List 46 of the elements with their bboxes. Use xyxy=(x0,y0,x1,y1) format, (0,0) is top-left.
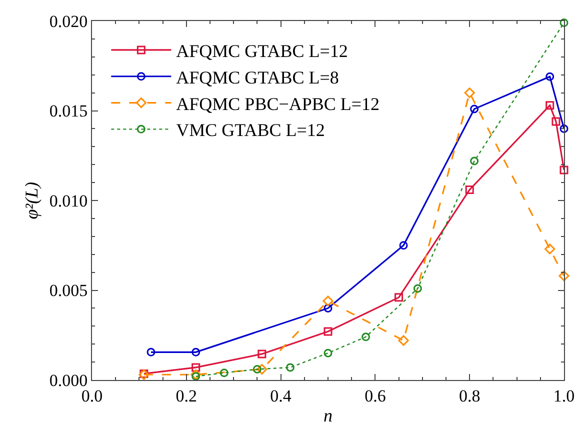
point xyxy=(324,327,332,336)
y-tick-label: 0.015 xyxy=(49,102,88,121)
x-tick-label: 0.8 xyxy=(458,386,480,406)
point xyxy=(220,368,228,378)
legend-label: AFQMC PBC−APBC L=12 xyxy=(176,94,380,114)
point xyxy=(146,348,156,356)
point xyxy=(398,335,409,346)
point xyxy=(546,72,554,81)
point xyxy=(324,348,332,358)
x-tick-label: 0.2 xyxy=(176,386,198,406)
point xyxy=(552,117,560,126)
point xyxy=(464,88,475,98)
point xyxy=(546,101,554,110)
point xyxy=(256,364,268,375)
point xyxy=(465,185,474,194)
legend-label: AFQMC GTABC L=12 xyxy=(176,40,348,61)
point xyxy=(560,166,568,174)
x-tick-label: 1.0 xyxy=(553,386,575,406)
point xyxy=(322,296,334,306)
point xyxy=(560,124,568,133)
point xyxy=(286,363,294,372)
legend-label: AFQMC GTABC L=8 xyxy=(176,67,339,88)
point xyxy=(399,241,408,250)
y-tick-label: 0.010 xyxy=(49,191,88,210)
y-tick-label: 0.020 xyxy=(49,12,88,31)
point xyxy=(192,363,200,372)
point xyxy=(252,364,262,374)
point xyxy=(413,284,422,293)
point xyxy=(362,332,370,342)
x-tick-label: 0.6 xyxy=(364,386,386,406)
point xyxy=(190,369,202,380)
point xyxy=(470,104,479,114)
point xyxy=(544,244,556,254)
point xyxy=(192,348,200,356)
y-tick-label: 0.005 xyxy=(49,281,88,300)
x-tick-label: 0.4 xyxy=(270,386,292,406)
legend-label: VMC GTABC L=12 xyxy=(176,120,325,140)
x-axis-title: n xyxy=(324,406,332,426)
point xyxy=(560,18,568,28)
point xyxy=(258,350,266,358)
point xyxy=(324,304,332,312)
point xyxy=(470,156,479,166)
point xyxy=(558,270,570,282)
point xyxy=(394,293,404,302)
y-axis-title: φ²(L) xyxy=(22,182,42,220)
point xyxy=(192,372,200,381)
